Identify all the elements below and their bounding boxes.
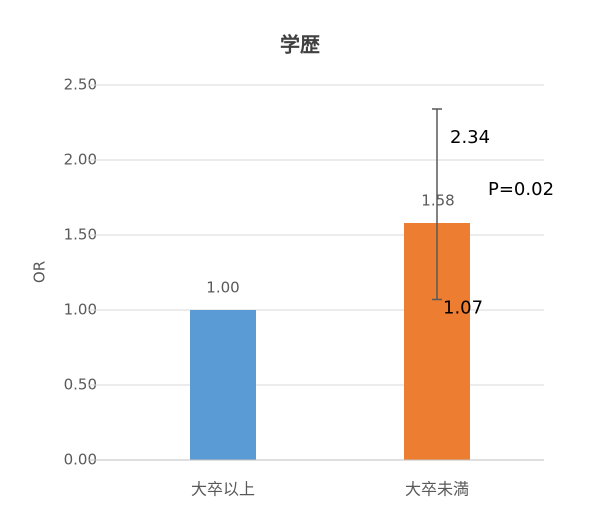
y-tick-label: 0.00 <box>64 451 97 469</box>
x-tick-label: 大卒以上 <box>191 480 255 499</box>
x-tick-label: 大卒未満 <box>405 480 469 499</box>
chart-title: 学歴 <box>280 33 320 57</box>
bar <box>190 310 256 460</box>
data-label: 1.58 <box>421 192 454 210</box>
error-label: 1.07 <box>443 298 483 319</box>
y-axis-label: OR <box>31 261 49 283</box>
y-tick-label: 0.50 <box>64 376 97 394</box>
y-tick-label: 1.50 <box>64 226 97 244</box>
y-tick-label: 2.50 <box>64 76 97 94</box>
annotation: P=0.02 <box>488 179 554 200</box>
error-label: 2.34 <box>450 127 490 148</box>
data-label: 1.00 <box>206 279 239 297</box>
y-tick-label: 1.00 <box>64 301 97 319</box>
y-tick-label: 2.00 <box>64 151 97 169</box>
